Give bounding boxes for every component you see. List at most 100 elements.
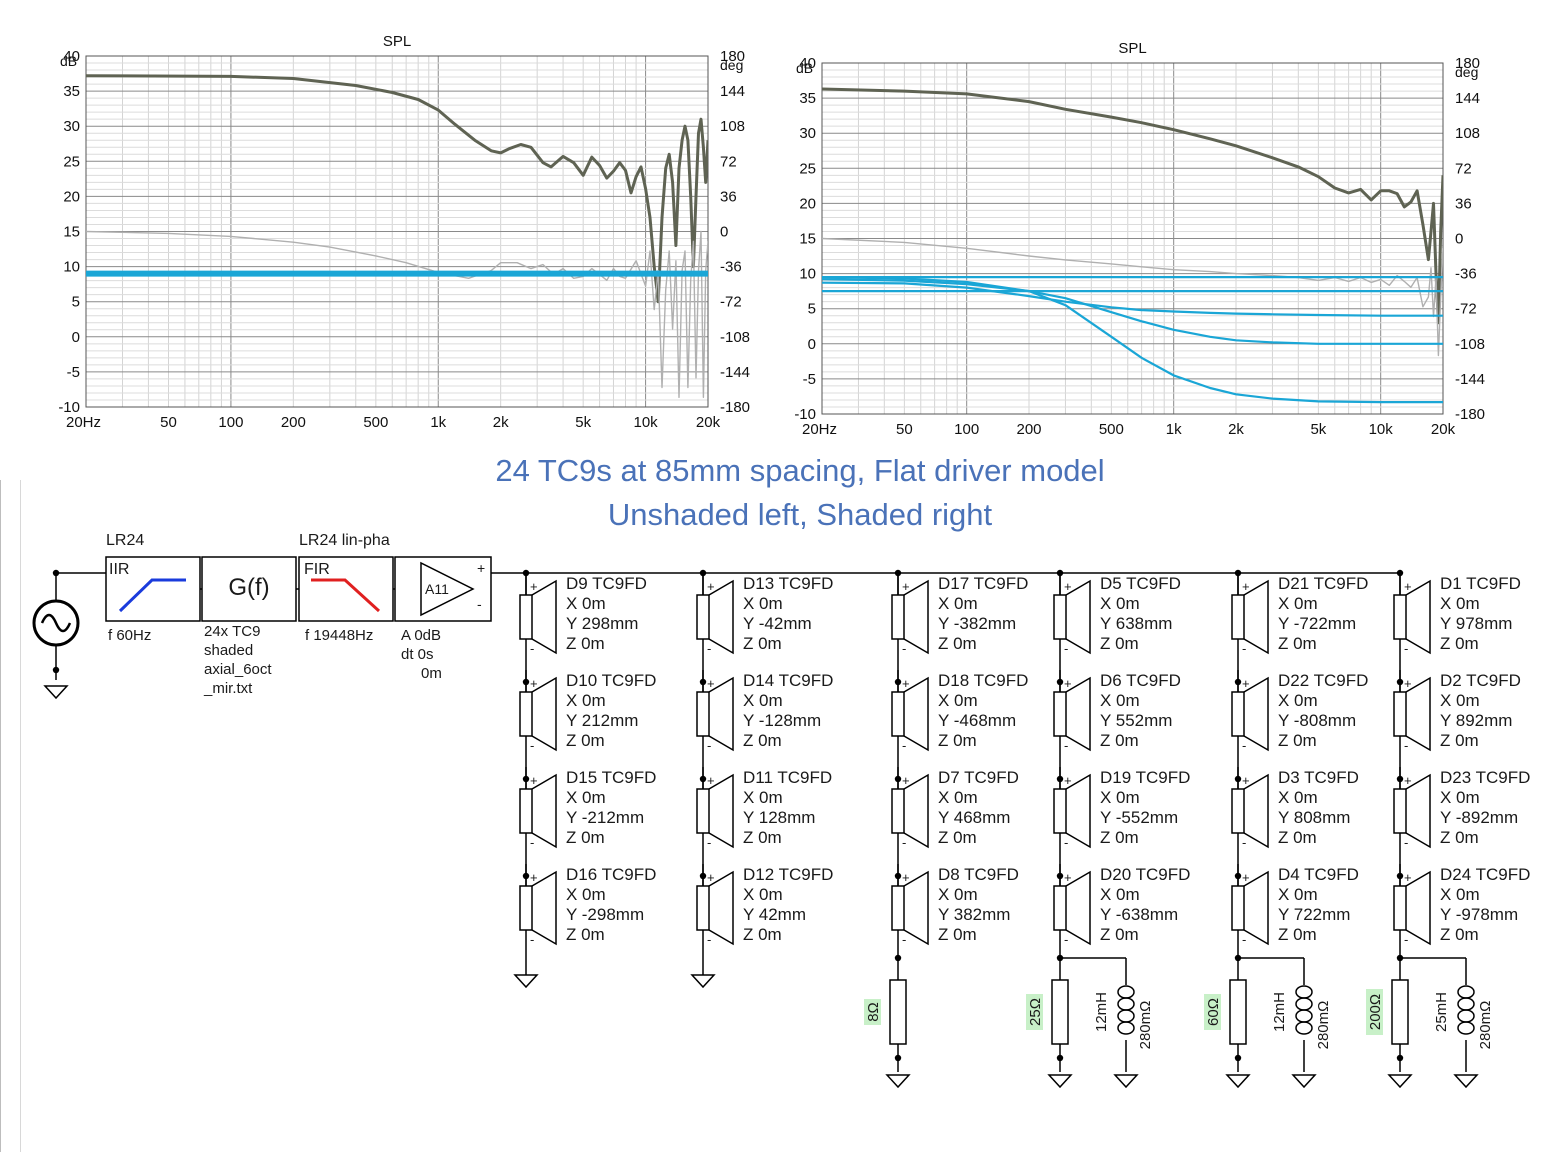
driver-z: Z 0m <box>1278 731 1317 750</box>
driver-name: D21 TC9FD <box>1278 574 1368 593</box>
y2-unit-label: deg <box>1455 64 1478 80</box>
minus-sign: - <box>1064 641 1068 656</box>
resistor-value: 60Ω <box>1205 998 1222 1026</box>
y-tick-label: 10 <box>799 266 816 283</box>
block-param: axial_6oct <box>204 661 272 678</box>
speaker-cone-icon <box>708 870 734 946</box>
driver-y: Y -808mm <box>1278 711 1356 730</box>
driver-name: D23 TC9FD <box>1440 768 1530 787</box>
driver-name: D3 TC9FD <box>1278 768 1359 787</box>
driver-name: D24 TC9FD <box>1440 865 1530 884</box>
speaker-cone-icon <box>531 676 557 752</box>
inductor-r-label-group: 280mΩ <box>1137 1001 1154 1050</box>
resistor-icon <box>1051 979 1069 1045</box>
driver-z: Z 0m <box>566 634 605 653</box>
ground-icon <box>1047 1074 1073 1089</box>
driver-z: Z 0m <box>1278 634 1317 653</box>
y-tick-label: 35 <box>63 83 80 100</box>
junction-dot <box>1056 1054 1064 1062</box>
series-line-0 <box>86 74 708 304</box>
speaker-cone-icon <box>1405 676 1431 752</box>
speaker-magnet <box>696 885 710 931</box>
y2-tick-label: -72 <box>1455 301 1477 318</box>
resistor-label-bg <box>1204 994 1221 1030</box>
block-param: 0m <box>421 665 442 682</box>
driver-x: X 0m <box>1100 788 1140 807</box>
speaker-cone-icon <box>903 676 929 752</box>
driver-name: D9 TC9FD <box>566 574 647 593</box>
y2-tick-label: -180 <box>720 399 750 416</box>
driver-z: Z 0m <box>938 731 977 750</box>
speaker-magnet <box>1393 788 1407 834</box>
driver-z: Z 0m <box>938 828 977 847</box>
plus-sign: + <box>1064 773 1072 788</box>
inductor-coil-icon <box>1295 997 1313 1011</box>
sine-wave-icon <box>40 613 72 633</box>
inductor-coil-icon <box>1295 985 1313 999</box>
driver-name: D18 TC9FD <box>938 671 1028 690</box>
plus-sign: + <box>902 579 910 594</box>
block-type-label: FIR <box>304 561 330 578</box>
speaker-magnet <box>519 594 533 640</box>
driver-z: Z 0m <box>566 925 605 944</box>
driver-y: Y -722mm <box>1278 614 1356 633</box>
y-tick-label: 20 <box>63 188 80 205</box>
minus-sign: - <box>707 932 711 947</box>
plus-sign: + <box>902 870 910 885</box>
driver-x: X 0m <box>1278 594 1318 613</box>
speaker-magnet <box>1053 885 1067 931</box>
ground-icon <box>1387 1074 1413 1089</box>
plus-sign: + <box>1404 676 1412 691</box>
ground-icon <box>1291 1074 1317 1089</box>
inductor-coil-icon <box>1117 1021 1135 1035</box>
speaker-magnet <box>1231 788 1245 834</box>
lowpass-icon <box>311 578 381 613</box>
y2-tick-label: 72 <box>720 153 737 170</box>
y-tick-label: -10 <box>794 406 816 423</box>
chart-grid <box>85 55 709 408</box>
resistor-icon <box>1391 979 1409 1045</box>
y-tick-label: 35 <box>799 90 816 107</box>
inductor-r-label-group: 280mΩ <box>1477 1001 1494 1050</box>
block-param: dt 0s <box>401 646 434 663</box>
block-type-label: A11 <box>425 581 449 597</box>
speaker-magnet <box>891 594 905 640</box>
y-tick-label: 30 <box>799 125 816 142</box>
driver-x: X 0m <box>1440 885 1480 904</box>
minus-sign: - <box>902 641 906 656</box>
y-tick-label: 0 <box>72 329 80 346</box>
speaker-cone-icon <box>1243 676 1269 752</box>
driver-z: Z 0m <box>1440 634 1479 653</box>
plus-sign: + <box>1242 676 1250 691</box>
y-unit-label: dB <box>796 60 813 76</box>
speaker-cone-icon <box>708 773 734 849</box>
y2-tick-label: -36 <box>720 259 742 276</box>
inductor-value: 12mH <box>1093 992 1110 1032</box>
driver-x: X 0m <box>566 788 606 807</box>
y-tick-label: 40 <box>799 55 816 72</box>
resistor-label-bg <box>1026 994 1043 1030</box>
driver-x: X 0m <box>743 594 783 613</box>
driver-x: X 0m <box>938 885 978 904</box>
driver-x: X 0m <box>566 594 606 613</box>
driver-y: Y 42mm <box>743 905 806 924</box>
driver-x: X 0m <box>1440 691 1480 710</box>
inductor-label-group: 12mH <box>1271 992 1288 1032</box>
chart-grid <box>821 62 1444 415</box>
schematic-border <box>0 480 1 1152</box>
x-tick-label: 20k <box>1431 421 1456 438</box>
caption-line-2: Unshaded left, Shaded right <box>607 497 993 532</box>
driver-name: D14 TC9FD <box>743 671 833 690</box>
y2-tick-label: 36 <box>1455 195 1472 212</box>
inductor-resistance: 280mΩ <box>1477 1001 1494 1050</box>
filter-block <box>201 556 297 622</box>
minus-sign: - <box>1404 932 1408 947</box>
y2-tick-label: 180 <box>1455 55 1480 72</box>
junction-dot <box>1234 1054 1242 1062</box>
block-header: LR24 <box>106 532 144 549</box>
driver-y: Y 552mm <box>1100 711 1172 730</box>
inductor-value: 12mH <box>1271 992 1288 1032</box>
plus-sign: + <box>530 773 538 788</box>
speaker-cone-icon <box>531 579 557 655</box>
